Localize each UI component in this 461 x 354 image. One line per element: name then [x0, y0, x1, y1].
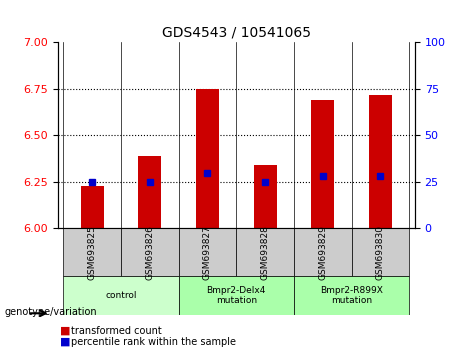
- Bar: [311, 100, 334, 228]
- Text: ■: ■: [60, 337, 71, 347]
- FancyBboxPatch shape: [294, 228, 351, 276]
- Bar: [138, 156, 161, 228]
- FancyBboxPatch shape: [294, 276, 409, 315]
- Text: transformed count: transformed count: [71, 326, 162, 336]
- Text: GSM693825: GSM693825: [88, 225, 97, 280]
- Text: percentile rank within the sample: percentile rank within the sample: [71, 337, 236, 347]
- Bar: [196, 89, 219, 228]
- Text: GSM693828: GSM693828: [260, 225, 270, 280]
- Bar: [254, 165, 277, 228]
- Bar: [81, 185, 104, 228]
- Text: GSM693827: GSM693827: [203, 225, 212, 280]
- FancyBboxPatch shape: [351, 228, 409, 276]
- Text: GSM693826: GSM693826: [145, 225, 154, 280]
- Text: ■: ■: [60, 326, 71, 336]
- Bar: [369, 95, 392, 228]
- FancyBboxPatch shape: [236, 228, 294, 276]
- Text: Bmpr2-R899X
mutation: Bmpr2-R899X mutation: [320, 286, 383, 305]
- FancyBboxPatch shape: [179, 228, 236, 276]
- Text: GSM693829: GSM693829: [318, 225, 327, 280]
- Text: genotype/variation: genotype/variation: [5, 307, 97, 316]
- FancyBboxPatch shape: [64, 276, 179, 315]
- Title: GDS4543 / 10541065: GDS4543 / 10541065: [162, 26, 311, 40]
- FancyBboxPatch shape: [179, 276, 294, 315]
- Text: GSM693830: GSM693830: [376, 225, 385, 280]
- Text: Bmpr2-Delx4
mutation: Bmpr2-Delx4 mutation: [207, 286, 266, 305]
- FancyBboxPatch shape: [64, 228, 121, 276]
- FancyBboxPatch shape: [121, 228, 179, 276]
- Text: control: control: [105, 291, 137, 300]
